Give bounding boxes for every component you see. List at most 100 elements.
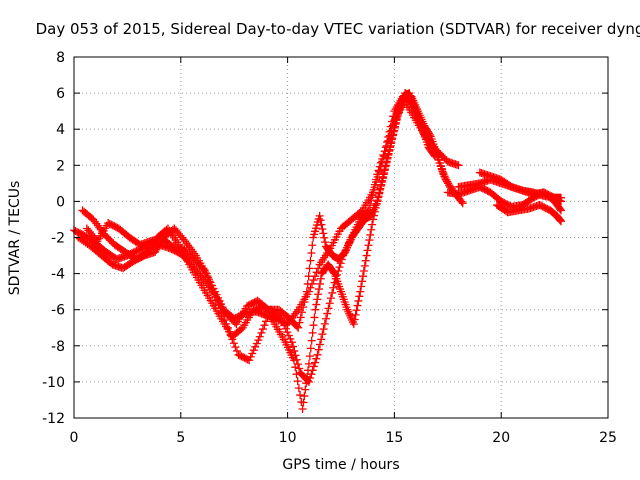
x-axis-label: GPS time / hours [282,457,399,473]
x-tick-label: 15 [385,430,403,446]
data-point [397,99,406,108]
data-point [303,372,312,381]
data-point [257,328,266,337]
data-point [321,238,330,247]
data-point [294,384,303,393]
data-point [389,127,398,136]
data-point [430,152,439,161]
data-point [319,229,328,238]
data-point [353,301,362,310]
data-point [319,325,328,334]
data-series [70,89,566,413]
y-tick-label: -12 [42,411,65,427]
data-point [306,256,315,265]
data-point [229,339,238,348]
data-point [439,170,448,179]
data-point [318,330,327,339]
data-point [367,225,376,234]
data-point [309,321,318,330]
data-point [281,324,290,333]
data-point [315,211,324,220]
data-point [396,102,405,111]
data-point [300,392,309,401]
chart-title: Day 053 of 2015, Sidereal Day-to-day VTE… [36,20,640,38]
y-axis-label: SDTVAR / TECUs [7,181,23,296]
y-tick-label: 8 [56,50,65,66]
data-point [292,370,301,379]
data-point [368,220,377,229]
data-point [443,177,452,186]
data-point [383,154,392,163]
data-point [309,276,318,285]
data-point [314,290,323,299]
data-point [311,358,320,367]
data-point [351,310,360,319]
data-point [249,346,258,355]
data-point [316,274,325,283]
data-point [454,161,463,170]
data-point [458,199,467,208]
data-point [231,343,240,352]
data-point [308,241,317,250]
data-point [328,288,337,297]
data-point [260,321,269,330]
series-track-h [492,201,566,226]
data-point [325,299,334,308]
data-point [557,193,566,202]
data-point [349,320,358,329]
data-point [356,287,365,296]
axis-ticks: 0 5 10 15 20 25 -12 -10 -8 -6 -4 -2 0 2 4 6 8 [42,50,617,446]
data-point [299,398,308,407]
data-point [376,181,385,190]
data-point [379,170,388,179]
data-point [358,277,367,286]
data-point [284,331,293,340]
data-point [304,359,313,368]
data-point [289,342,298,351]
data-point [372,175,381,184]
data-point [302,379,311,388]
data-point [335,263,344,272]
data-point [445,181,454,190]
data-point [354,296,363,305]
data-point [373,197,382,206]
data-point [388,131,397,140]
data-point [303,279,312,288]
data-point [376,185,385,194]
data-point [299,303,308,312]
data-point [314,264,323,273]
x-tick-label: 20 [492,430,510,446]
data-point [304,366,313,375]
data-point [557,217,566,226]
data-point [311,305,320,314]
data-point [385,147,394,156]
data-point [322,314,331,323]
data-point [301,385,310,394]
data-point [329,268,338,277]
y-tick-label: -10 [42,375,65,391]
y-tick-label: 4 [56,122,65,138]
data-point [390,123,399,132]
data-point [387,135,396,144]
data-point [398,96,407,105]
data-point [364,241,373,250]
series-track-g [475,168,566,202]
data-point [293,377,302,386]
data-point [232,346,241,355]
data-point [357,282,366,291]
data-point [275,313,284,322]
data-point [374,193,383,202]
data-point [305,352,314,361]
data-point [286,334,295,343]
data-point [440,172,449,181]
y-tick-label: -2 [51,231,65,247]
data-point [283,328,292,337]
data-point [324,304,333,313]
data-point [395,106,404,115]
data-point [198,264,207,273]
data-point [290,346,299,355]
data-point [317,335,326,344]
data-point [300,297,309,306]
data-point [363,246,372,255]
data-point [362,251,371,260]
